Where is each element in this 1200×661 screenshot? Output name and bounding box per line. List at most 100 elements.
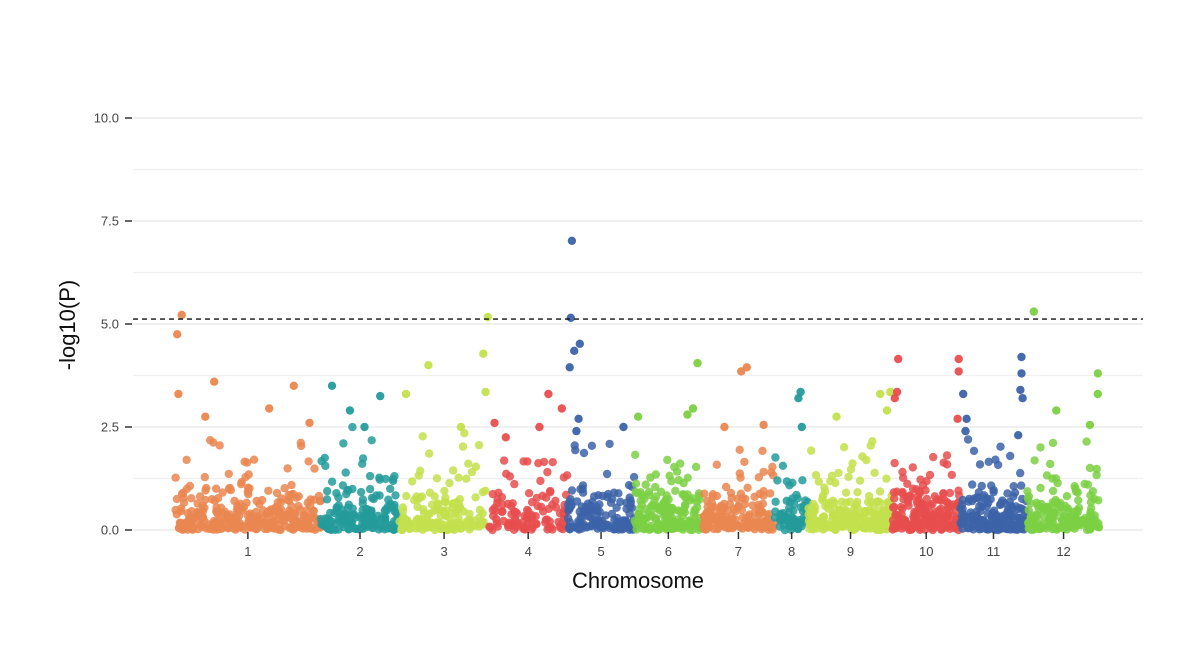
snp-point — [1074, 496, 1083, 505]
snp-point — [1085, 522, 1094, 531]
snp-point — [844, 472, 853, 482]
snp-point — [1010, 488, 1020, 497]
snp-point — [578, 488, 588, 497]
y-axis: 0.0 2.5 5.0 7.5 10.0 — [94, 111, 132, 538]
snp-point — [416, 519, 426, 529]
snp-point — [390, 472, 399, 481]
snp-point — [215, 441, 224, 450]
chromosome-6-points — [630, 358, 706, 535]
snp-point — [890, 458, 899, 468]
snp-point — [863, 497, 873, 507]
snp-point — [565, 363, 574, 372]
snp-point — [327, 381, 337, 390]
snp-point — [392, 508, 401, 518]
snp-point — [937, 509, 946, 519]
snp-point — [1016, 517, 1025, 527]
snp-point — [679, 490, 689, 499]
snp-point — [322, 495, 332, 504]
snp-point — [700, 489, 709, 498]
snp-point — [321, 514, 330, 523]
snp-point — [1048, 525, 1057, 534]
snp-point — [708, 502, 717, 512]
snp-point — [347, 518, 357, 527]
snp-point — [408, 477, 417, 486]
snp-point — [991, 455, 1000, 464]
snp-point — [959, 389, 968, 399]
snp-point — [641, 505, 650, 514]
snp-point — [479, 349, 488, 358]
x-tick-label: 9 — [847, 544, 854, 559]
snp-point — [847, 525, 856, 534]
snp-point — [890, 502, 899, 512]
snp-point — [819, 512, 829, 521]
chromosome-5-points — [563, 236, 639, 534]
snp-point — [1055, 523, 1064, 532]
snp-point — [554, 517, 563, 527]
snp-point — [778, 461, 788, 470]
snp-point — [624, 481, 634, 490]
snp-point — [236, 519, 245, 528]
snp-point — [528, 523, 537, 532]
snp-point — [454, 473, 463, 482]
snp-point — [826, 521, 836, 530]
snp-point — [889, 520, 899, 529]
snp-point — [172, 494, 182, 504]
snp-point — [449, 466, 458, 475]
snp-point — [673, 523, 682, 532]
snp-point — [996, 442, 1005, 451]
snp-point — [358, 495, 368, 504]
snp-point — [693, 358, 702, 368]
snp-point — [440, 486, 449, 496]
snp-point — [1046, 459, 1055, 469]
snp-point — [212, 507, 221, 516]
snp-point — [943, 504, 952, 513]
snp-point — [832, 412, 841, 421]
snp-point — [360, 422, 369, 432]
snp-point — [177, 310, 186, 320]
snp-point — [277, 494, 286, 503]
snp-point — [945, 488, 955, 498]
snp-point — [712, 460, 721, 469]
snp-point — [998, 496, 1007, 505]
snp-point — [509, 525, 519, 534]
snp-point — [432, 518, 441, 527]
snp-point — [188, 525, 197, 534]
snp-point — [610, 524, 620, 534]
snp-point — [243, 458, 252, 467]
snp-point — [922, 477, 931, 486]
snp-point — [386, 484, 395, 493]
snp-point — [731, 515, 740, 524]
snp-point — [323, 486, 332, 496]
snp-point — [604, 521, 613, 530]
chromosome-11-points — [956, 352, 1031, 535]
snp-point — [1034, 505, 1044, 514]
snp-point — [571, 446, 580, 455]
snp-point — [771, 497, 780, 506]
snp-point — [827, 471, 837, 480]
snp-point — [925, 470, 935, 480]
snp-point — [597, 520, 607, 529]
snp-point — [638, 491, 648, 500]
snp-point — [401, 389, 411, 399]
snp-point — [837, 497, 846, 506]
snp-point — [405, 524, 414, 534]
snp-point — [634, 509, 643, 519]
snp-point — [376, 514, 385, 523]
y-axis-title: -log10(P) — [55, 280, 80, 370]
snp-point — [712, 491, 722, 501]
snp-point — [523, 512, 532, 522]
snp-point — [1093, 369, 1103, 378]
snp-point — [1085, 420, 1095, 430]
snp-point — [416, 466, 425, 475]
snp-point — [254, 523, 263, 532]
snp-point — [285, 523, 294, 533]
snp-point — [809, 523, 818, 532]
snp-point — [617, 519, 627, 529]
snp-point — [527, 498, 537, 507]
snp-point — [563, 514, 573, 523]
snp-point — [243, 487, 252, 497]
snp-point — [387, 523, 396, 533]
snp-point — [272, 488, 282, 498]
snp-point — [206, 436, 215, 445]
snp-point — [572, 497, 582, 506]
